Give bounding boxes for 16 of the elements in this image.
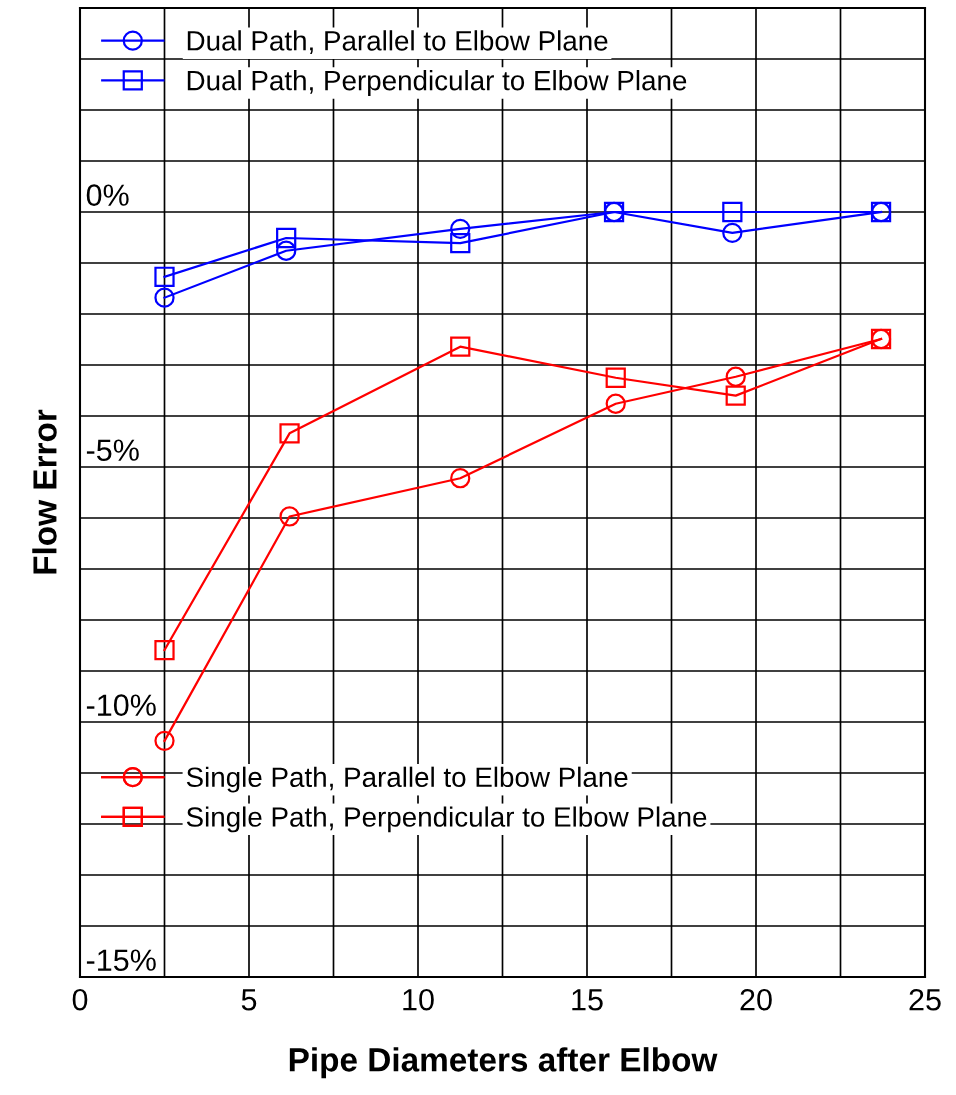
y-tick-label: -5% [86,439,139,461]
y-tick-label: -10% [86,694,156,716]
x-axis-title: Pipe Diameters after Elbow [289,1047,718,1079]
x-tick-label: 0 [72,988,88,1011]
x-tick-label: 25 [909,988,941,1011]
legend-label: Single Path, Parallel to Elbow Plane [186,766,628,793]
x-tick-label: 20 [740,988,772,1011]
y-tick-label: 0% [86,184,129,206]
y-axis-title: Flow Error [32,409,57,574]
y-tick-label: -15% [86,949,156,971]
x-tick-label: 5 [241,989,257,1011]
legend-label: Dual Path, Perpendicular to Elbow Plane [187,70,687,96]
legend-label: Dual Path, Parallel to Elbow Plane [187,30,608,54]
x-tick-label: 10 [403,988,434,1011]
x-tick-label: 15 [572,989,603,1011]
legend-label: Single Path, Perpendicular to Elbow Plane [186,806,707,833]
